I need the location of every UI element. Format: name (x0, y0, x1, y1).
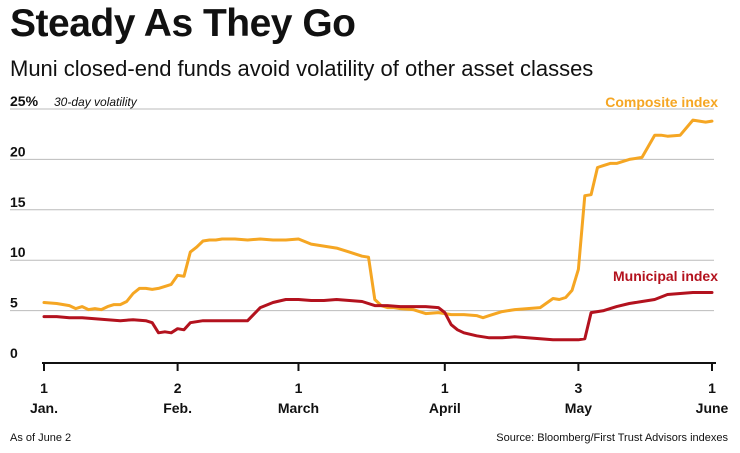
y-tick-label-15: 15 (10, 194, 26, 210)
composite-line (42, 118, 714, 320)
page-subtitle: Muni closed-end funds avoid volatility o… (10, 56, 594, 81)
x-tick-month-1: Feb. (163, 400, 192, 416)
y-tick-label-5: 5 (10, 295, 18, 311)
y-axis-label: 30-day volatility (54, 95, 138, 109)
as-of-note: As of June 2 (10, 432, 72, 444)
source-note: Source: Bloomberg/First Trust Advisors i… (496, 432, 728, 444)
x-tick-day-0: 1 (40, 380, 48, 396)
x-tick-month-0: Jan. (30, 400, 58, 416)
x-tick-day-1: 2 (174, 380, 182, 396)
series-layer (42, 118, 714, 342)
municipal-annotation: Municipal index (613, 268, 718, 284)
y-tick-label-10: 10 (10, 244, 26, 260)
y-tick-label-20: 20 (10, 143, 26, 159)
x-tick-month-2: March (278, 400, 319, 416)
x-axis (42, 362, 716, 371)
composite-annotation: Composite index (605, 94, 718, 110)
x-tick-day-3: 1 (441, 380, 449, 396)
x-tick-day-2: 1 (295, 380, 303, 396)
x-tick-month-3: April (429, 400, 461, 416)
chart-labels: 0 5 10 15 20 25% 30-day volatility 1 Jan. 2 Feb. 1 M… (10, 93, 729, 416)
page-title: Steady As They Go (10, 2, 356, 45)
municipal-line (42, 291, 714, 342)
x-tick-month-4: May (565, 400, 592, 416)
y-tick-label-0: 0 (10, 345, 18, 361)
x-tick-month-5: June (696, 400, 729, 416)
y-tick-label-25: 25% (10, 93, 39, 109)
grid-layer (10, 108, 714, 312)
x-tick-day-4: 3 (575, 380, 583, 396)
x-tick-day-5: 1 (708, 380, 716, 396)
